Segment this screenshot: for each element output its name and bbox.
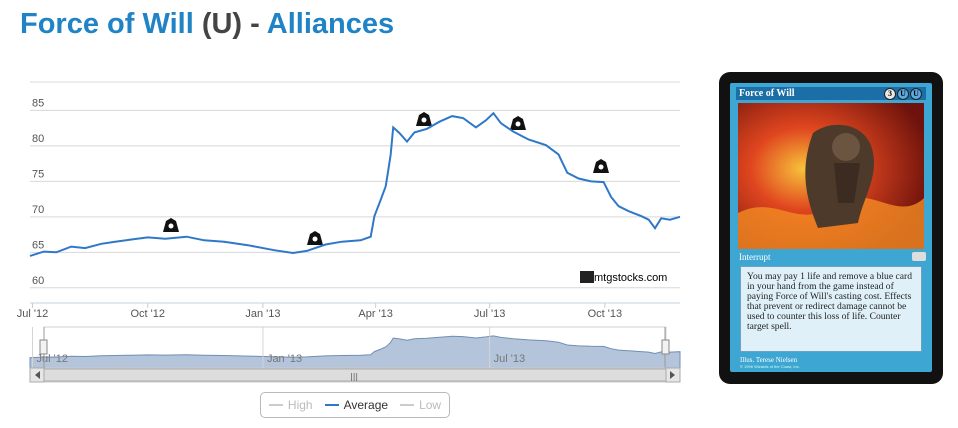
set-name-link[interactable]: Alliances	[266, 8, 395, 40]
card-rules-text: You may pay 1 life and remove a blue car…	[740, 266, 922, 352]
set-symbol-marker-icon	[593, 159, 609, 173]
mana-blue-icon: U	[897, 88, 909, 100]
navigator-handle-left[interactable]	[39, 327, 48, 369]
legend-label-average: Average	[343, 398, 389, 412]
series-line-average	[29, 111, 681, 257]
x-tick-label: Jan '13	[245, 308, 280, 320]
legend-swatch-high	[268, 404, 283, 406]
y-tick-label: 65	[32, 239, 44, 251]
navigator-handle-right[interactable]	[661, 327, 670, 369]
x-tick-label: Apr '13	[358, 308, 393, 320]
x-tick-label: Jul '13	[474, 308, 505, 320]
legend-swatch-low	[400, 404, 415, 406]
y-tick-label: 70	[32, 204, 44, 216]
x-tick-label: Oct '12	[130, 308, 165, 320]
mana-generic-icon: 3	[884, 88, 896, 100]
x-axis-ticks: Jul '12 Oct '12 Jan '13 Apr '13 Jul '13 Oct '…	[17, 303, 622, 320]
navigator-tick-label: Jan '13	[267, 353, 302, 365]
x-tick-label: Jul '12	[17, 308, 48, 320]
set-symbol-marker-icon	[416, 112, 432, 126]
navigator-area	[29, 335, 681, 369]
chart-grid	[30, 81, 680, 304]
card-image: Force of Will 3 U U Interrupt You	[719, 72, 943, 384]
title-separator: -	[250, 8, 260, 40]
card-title-bar: Force of Will 3 U U	[736, 87, 926, 100]
navigator-tick-label: Jul '12	[37, 353, 68, 365]
set-symbol-icon	[912, 252, 926, 261]
scroll-left-button[interactable]	[29, 367, 45, 383]
mana-blue-icon: U	[910, 88, 922, 100]
card-mana-cost: 3 U U	[884, 88, 922, 100]
legend-item-low[interactable]: Low	[400, 398, 441, 412]
chart-legend: High Average Low	[260, 392, 450, 418]
set-symbol-marker-icon	[510, 116, 526, 130]
y-axis-ticks: 60 65 70 75 80 85	[32, 97, 44, 286]
price-chart: 60 65 70 75 80 85 Jul '12 Oct '12 Jan '13 Apr '1…	[17, 81, 681, 383]
card-frame: Force of Will 3 U U Interrupt You	[730, 83, 932, 372]
scroll-right-button[interactable]	[665, 367, 681, 383]
set-release-markers	[163, 112, 609, 245]
legend-item-average[interactable]: Average	[324, 398, 389, 412]
set-symbol-marker-icon	[307, 231, 323, 245]
card-type-line: Interrupt	[739, 252, 771, 262]
scrollbar-grip-icon: |||	[350, 372, 358, 381]
card-artwork	[738, 103, 924, 249]
y-tick-label: 75	[32, 168, 44, 180]
watermark: mtgstocks.com	[580, 271, 667, 284]
legend-label-high: High	[287, 398, 313, 412]
card-title: Force of Will	[739, 88, 795, 99]
watermark-text: mtgstocks.com	[594, 272, 667, 284]
y-tick-label: 85	[32, 97, 44, 109]
legend-swatch-average	[324, 404, 339, 406]
legend-label-low: Low	[419, 398, 442, 412]
set-symbol-marker-icon	[163, 218, 179, 232]
y-tick-label: 60	[32, 275, 44, 287]
page-title: Force of Will (U) - Alliances	[20, 8, 394, 41]
card-name-link[interactable]: Force of Will	[20, 8, 194, 40]
y-tick-label: 80	[32, 133, 44, 145]
legend-item-high[interactable]: High	[268, 398, 313, 412]
card-copyright: © 1996 Wizards of the Coast, Inc.	[740, 364, 800, 369]
card-illustrator: Illus. Terese Nielsen	[740, 356, 798, 364]
navigator-tick-label: Jul '13	[494, 353, 525, 365]
x-tick-label: Oct '13	[588, 308, 623, 320]
rarity-label: (U)	[201, 8, 243, 40]
